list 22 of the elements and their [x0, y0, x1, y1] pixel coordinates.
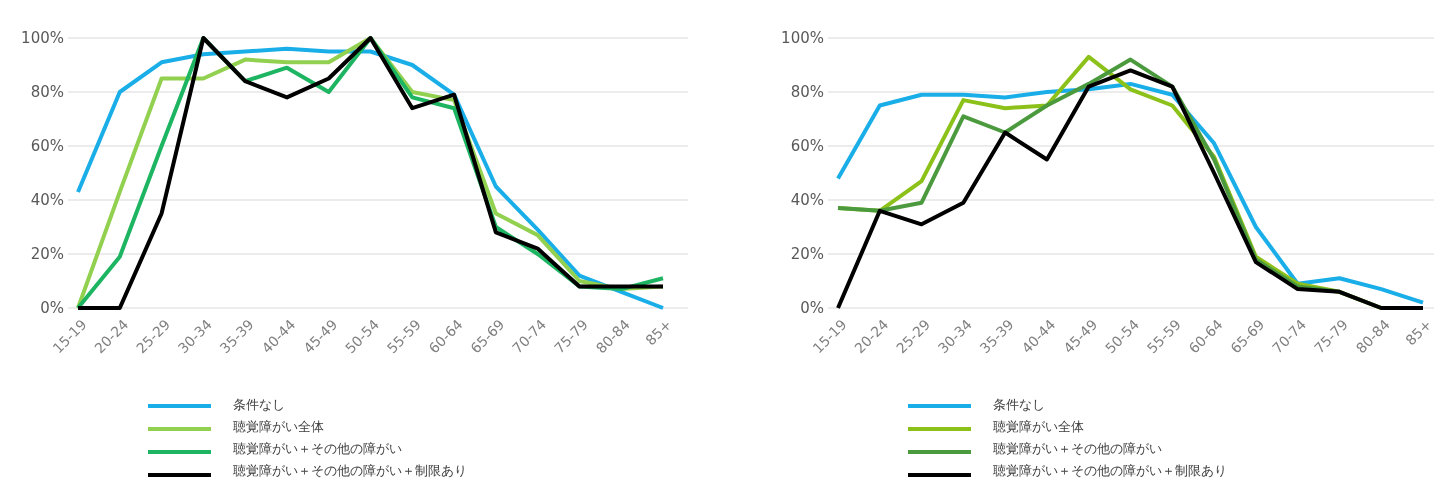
- y-tick-label: 80%: [30, 83, 64, 102]
- legend-label: 聴覚障がい＋その他の障がい＋制限あり: [993, 462, 1227, 478]
- x-tick-label: 85+: [642, 316, 675, 349]
- legend-label: 聴覚障がい全体: [993, 418, 1084, 434]
- legend-label: 聴覚障がい＋その他の障がい: [233, 440, 402, 456]
- y-tick-label: 60%: [30, 137, 64, 156]
- y-tick-label: 80%: [790, 83, 824, 102]
- y-tick-label: 100%: [21, 29, 64, 48]
- legend-label: 聴覚障がい＋その他の障がい＋制限あり: [233, 462, 467, 478]
- legend-label: 聴覚障がい＋その他の障がい: [993, 440, 1162, 456]
- legend-label: 条件なし: [993, 396, 1045, 412]
- y-tick-label: 0%: [40, 299, 64, 318]
- y-tick-label: 60%: [790, 137, 824, 156]
- y-tick-label: 0%: [800, 299, 824, 318]
- y-tick-label: 20%: [30, 245, 64, 264]
- y-tick-label: 40%: [30, 191, 64, 210]
- y-tick-label: 40%: [790, 191, 824, 210]
- legend-label: 条件なし: [233, 396, 285, 412]
- legend-label: 聴覚障がい全体: [233, 418, 324, 434]
- x-tick-label: 85+: [1402, 316, 1435, 349]
- y-tick-label: 100%: [781, 29, 824, 48]
- y-tick-label: 20%: [790, 245, 824, 264]
